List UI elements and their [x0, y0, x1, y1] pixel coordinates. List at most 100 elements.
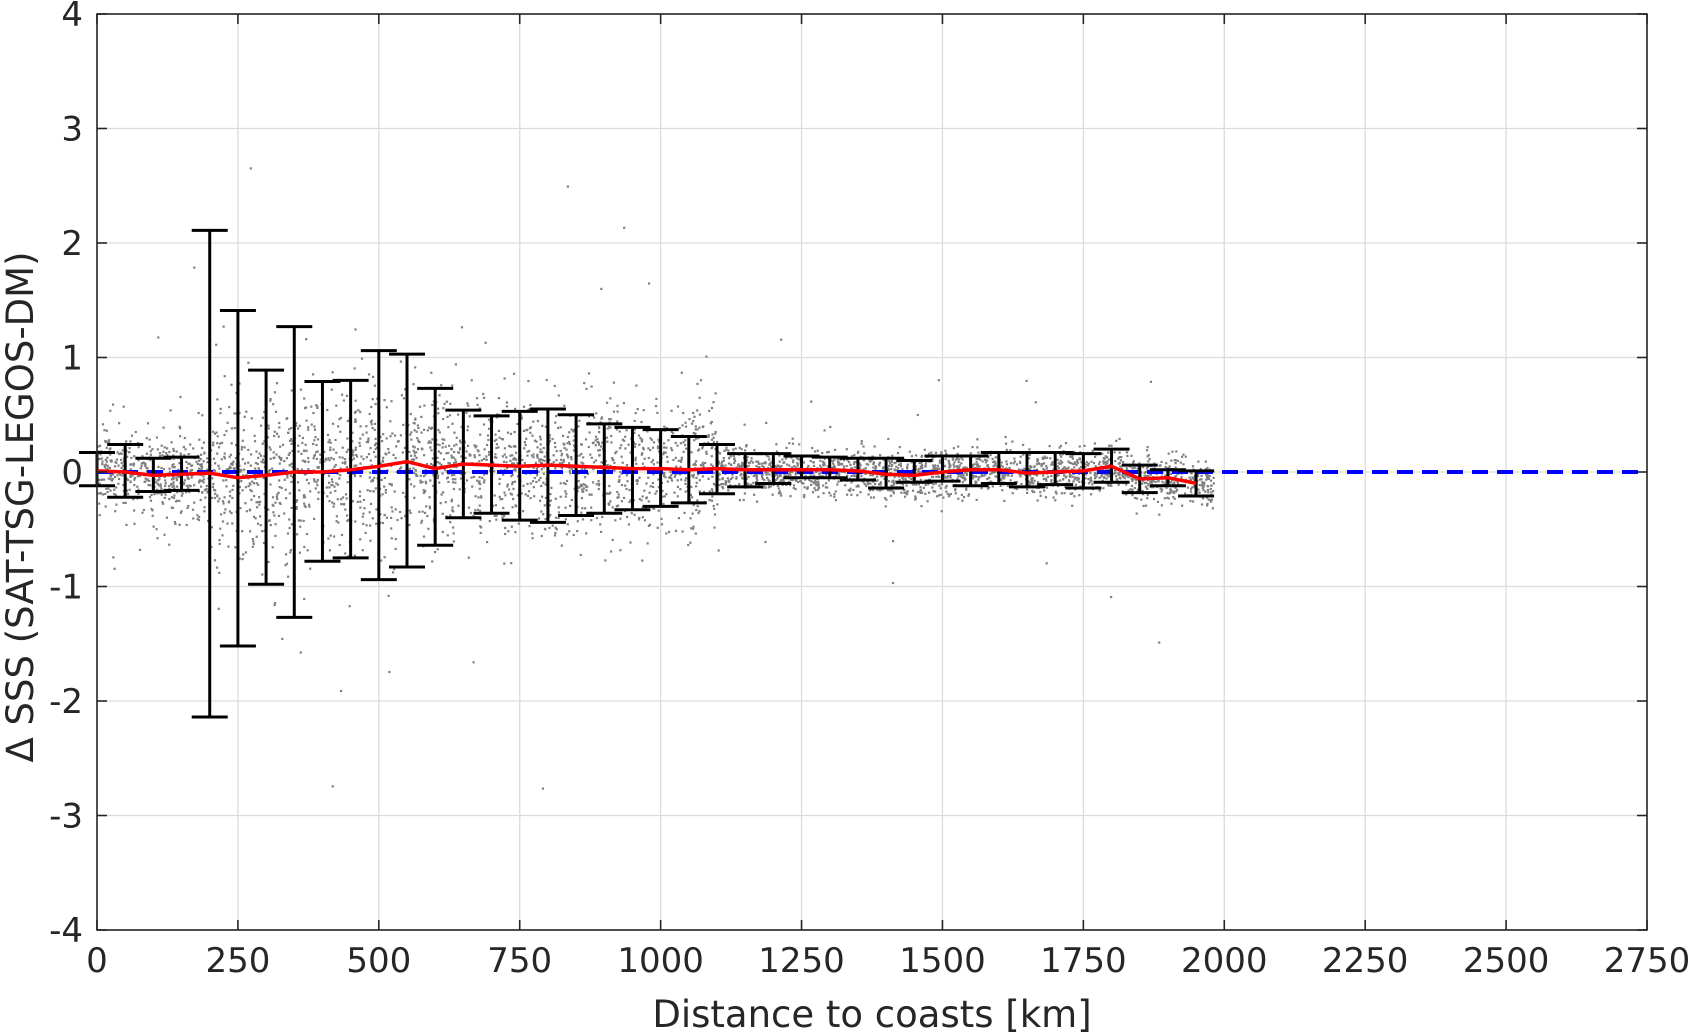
scatter-point	[317, 466, 320, 469]
scatter-point	[503, 562, 506, 565]
scatter-point	[641, 452, 644, 455]
scatter-point	[1140, 482, 1144, 485]
scatter-point	[160, 487, 163, 490]
scatter-point	[327, 457, 330, 460]
scatter-point	[258, 503, 261, 506]
scatter-point	[663, 442, 666, 445]
scatter-point	[862, 481, 865, 484]
scatter-point	[682, 412, 685, 415]
scatter-point	[946, 476, 949, 479]
scatter-point	[198, 438, 201, 441]
scatter-point	[345, 394, 349, 397]
scatter-point	[576, 490, 579, 493]
scatter-point	[313, 428, 316, 431]
scatter-point	[705, 355, 708, 358]
scatter-point	[635, 384, 638, 387]
scatter-point	[987, 466, 990, 469]
scatter-point	[303, 496, 306, 499]
scatter-point	[673, 491, 676, 494]
scatter-point	[539, 476, 542, 479]
scatter-point	[999, 484, 1002, 487]
scatter-point	[851, 455, 854, 458]
scatter-point	[1144, 504, 1148, 507]
scatter-point	[1165, 482, 1168, 485]
scatter-point	[479, 525, 482, 528]
scatter-point	[172, 463, 175, 466]
scatter-point	[279, 445, 282, 448]
scatter-point	[274, 523, 277, 526]
scatter-point	[1200, 474, 1203, 477]
scatter-point	[1104, 455, 1107, 458]
scatter-point	[505, 456, 508, 459]
scatter-point	[446, 534, 449, 537]
scatter-point	[907, 476, 910, 479]
scatter-point	[579, 485, 582, 488]
scatter-point	[285, 497, 288, 500]
scatter-point	[924, 483, 927, 487]
scatter-point	[412, 449, 415, 452]
scatter-point	[536, 456, 539, 459]
scatter-point	[412, 445, 415, 448]
scatter-point	[272, 451, 275, 454]
scatter-point	[408, 478, 411, 481]
scatter-point	[863, 483, 866, 486]
scatter-point	[905, 492, 908, 495]
scatter-point	[1206, 504, 1209, 507]
scatter-point	[224, 508, 227, 511]
scatter-point	[252, 542, 255, 545]
scatter-point	[541, 495, 544, 498]
scatter-point	[412, 471, 415, 474]
scatter-point	[765, 473, 768, 476]
scatter-point	[977, 457, 980, 461]
scatter-point	[278, 486, 281, 489]
scatter-point	[942, 496, 945, 499]
scatter-point	[1158, 641, 1161, 644]
scatter-point	[381, 493, 384, 496]
scatter-point	[254, 462, 258, 465]
scatter-point	[981, 460, 984, 463]
scatter-point	[1166, 492, 1169, 495]
scatter-point	[864, 467, 867, 470]
x-tick-label: 1750	[1040, 941, 1127, 981]
scatter-point	[889, 462, 892, 465]
scatter-point	[431, 438, 434, 441]
scatter-point	[470, 476, 473, 479]
scatter-point	[503, 514, 506, 518]
scatter-point	[744, 449, 747, 452]
scatter-point	[175, 478, 179, 482]
scatter-point	[482, 423, 486, 426]
scatter-point	[337, 521, 340, 524]
scatter-point	[240, 469, 243, 472]
scatter-point	[712, 482, 715, 485]
scatter-point	[161, 454, 164, 457]
scatter-point	[804, 478, 807, 481]
scatter-point	[338, 456, 341, 459]
scatter-point	[613, 461, 616, 464]
scatter-point	[537, 470, 540, 473]
scatter-point	[1144, 475, 1148, 478]
scatter-point	[346, 519, 349, 522]
scatter-point	[947, 475, 950, 478]
scatter-point	[159, 483, 162, 486]
scatter-point	[860, 440, 863, 443]
scatter-point	[504, 494, 507, 497]
scatter-point	[1002, 475, 1005, 478]
scatter-point	[478, 504, 481, 507]
scatter-point	[147, 483, 150, 487]
scatter-point	[792, 484, 796, 487]
scatter-point	[203, 510, 206, 513]
scatter-point	[937, 467, 940, 470]
scatter-point	[199, 457, 202, 461]
scatter-point	[288, 464, 291, 467]
scatter-point	[625, 429, 628, 432]
scatter-point	[387, 594, 390, 597]
scatter-point	[1028, 453, 1031, 457]
scatter-point	[694, 432, 697, 435]
scatter-point	[642, 409, 645, 412]
scatter-point	[677, 459, 680, 462]
scatter-point	[458, 488, 461, 491]
scatter-point	[539, 458, 542, 461]
scatter-point	[338, 477, 341, 480]
scatter-point	[869, 474, 872, 477]
scatter-point	[585, 489, 588, 492]
